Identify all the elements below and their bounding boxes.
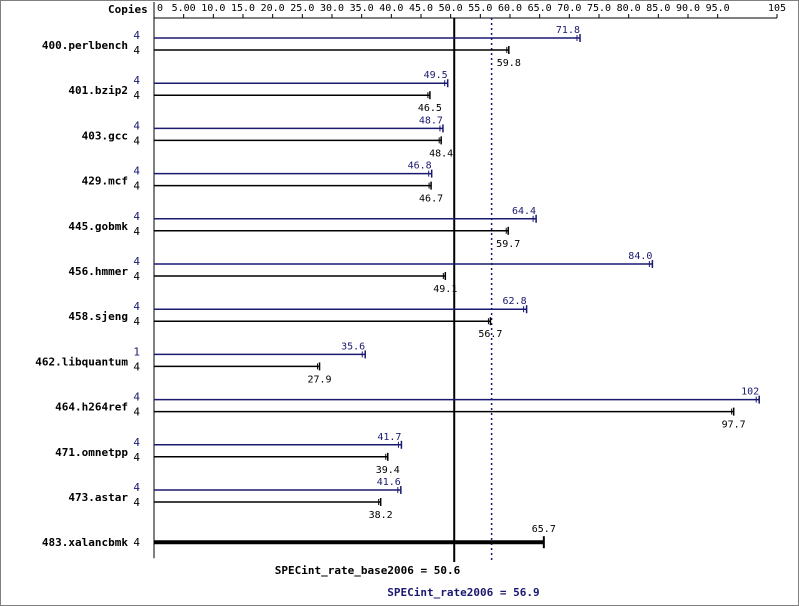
base-value-label: 46.7 xyxy=(419,194,443,205)
peak-copies: 4 xyxy=(133,300,140,313)
base-value-label: 59.7 xyxy=(496,239,520,250)
base-copies: 4 xyxy=(133,406,140,419)
benchmark-row: 401.bzip2 4 49.5 4 46.5 xyxy=(68,70,449,114)
x-tick-label: 45.0 xyxy=(409,3,433,14)
x-tick-label: 30.0 xyxy=(320,3,344,14)
base-value-label: 48.4 xyxy=(429,148,453,159)
benchmark-name: 445.gobmk xyxy=(68,220,128,233)
base-value-label: 97.7 xyxy=(722,420,746,431)
base-value-label: 65.7 xyxy=(532,524,556,535)
benchmark-name: 400.perlbench xyxy=(42,39,128,52)
benchmark-name: 456.hmmer xyxy=(68,265,128,278)
x-tick-label: 40.0 xyxy=(379,3,403,14)
peak-value-label: 64.4 xyxy=(512,206,536,217)
base-copies: 4 xyxy=(133,496,140,509)
benchmark-row: 473.astar 4 41.6 4 38.2 xyxy=(68,477,402,521)
x-tick-label: 35.0 xyxy=(350,3,374,14)
peak-value-label: 84.0 xyxy=(628,251,652,262)
benchmark-name: 464.h264ref xyxy=(55,401,128,414)
base-copies: 4 xyxy=(133,44,140,57)
copies-header: Copies xyxy=(108,3,148,16)
benchmark-row: 456.hmmer 4 84.0 4 49.1 xyxy=(68,251,654,295)
benchmark-row: 445.gobmk 4 64.4 4 59.7 xyxy=(68,206,537,250)
x-tick-label: 25.0 xyxy=(290,3,314,14)
benchmark-row: 464.h264ref 4 102 4 97.7 xyxy=(55,387,760,431)
x-tick-label: 60.0 xyxy=(498,3,522,14)
base-copies: 4 xyxy=(133,536,140,549)
benchmark-name: 403.gcc xyxy=(82,129,128,142)
x-tick-label: 80.0 xyxy=(617,3,641,14)
base-value-label: 59.8 xyxy=(497,58,521,69)
peak-value-label: 41.7 xyxy=(377,432,401,443)
x-tick-label: 105 xyxy=(768,3,786,14)
base-copies: 4 xyxy=(133,225,140,238)
x-tick-label: 10.0 xyxy=(201,3,225,14)
benchmark-row: 429.mcf 4 46.8 4 46.7 xyxy=(82,161,443,205)
x-tick-label: 55.0 xyxy=(468,3,492,14)
benchmark-row: 462.libquantum 1 35.6 4 27.9 xyxy=(35,341,366,385)
x-tick-label: 15.0 xyxy=(231,3,255,14)
base-copies: 4 xyxy=(133,89,140,102)
base-copies: 4 xyxy=(133,180,140,193)
benchmark-row: 483.xalancbmk 4 65.7 xyxy=(42,524,556,559)
peak-value-label: 71.8 xyxy=(556,25,580,36)
x-tick-label: 50.0 xyxy=(439,3,463,14)
base-value-label: 56.7 xyxy=(478,329,502,340)
base-value-label: 27.9 xyxy=(307,374,331,385)
base-copies: 4 xyxy=(133,134,140,147)
benchmark-name: 471.omnetpp xyxy=(55,446,128,459)
peak-value-label: 62.8 xyxy=(503,296,527,307)
base-copies: 4 xyxy=(133,451,140,464)
benchmark-name: 462.libquantum xyxy=(35,355,128,368)
x-tick-label: 90.0 xyxy=(676,3,700,14)
peak-copies: 4 xyxy=(133,29,140,42)
base-value-label: 38.2 xyxy=(369,510,393,521)
benchmark-row: 400.perlbench 4 71.8 4 59.8 xyxy=(42,25,581,69)
base-value-label: 39.4 xyxy=(376,465,400,476)
x-tick-label: 95.0 xyxy=(706,3,730,14)
base-copies: 4 xyxy=(133,270,140,283)
benchmark-row: 403.gcc 4 48.7 4 48.4 xyxy=(82,115,454,159)
x-tick-label: 75.0 xyxy=(587,3,611,14)
benchmark-row: 471.omnetpp 4 41.7 4 39.4 xyxy=(55,432,403,476)
peak-value-label: 48.7 xyxy=(419,115,443,126)
peak-copies: 4 xyxy=(133,74,140,87)
base-value-label: 49.1 xyxy=(433,284,457,295)
benchmark-row: 458.sjeng 4 62.8 4 56.7 xyxy=(68,296,528,340)
base-copies: 4 xyxy=(133,360,140,373)
peak-value-label: 102 xyxy=(741,387,759,398)
peak-copies: 4 xyxy=(133,436,140,449)
peak-copies: 1 xyxy=(133,345,140,358)
x-tick-label: 70.0 xyxy=(557,3,581,14)
peak-copies: 4 xyxy=(133,391,140,404)
x-tick-label: 65.0 xyxy=(528,3,552,14)
reference-line-label: SPECint_rate_base2006 = 50.6 xyxy=(275,564,461,577)
x-tick-label: 5.00 xyxy=(172,3,196,14)
benchmark-name: 473.astar xyxy=(68,491,128,504)
peak-value-label: 41.6 xyxy=(377,477,401,488)
reference-line-label: SPECint_rate2006 = 56.9 xyxy=(387,586,539,599)
x-tick-label: 85.0 xyxy=(646,3,670,14)
peak-value-label: 35.6 xyxy=(341,341,365,352)
peak-copies: 4 xyxy=(133,481,140,494)
reference-lines: SPECint_rate_base2006 = 50.6 SPECint_rate… xyxy=(275,18,540,599)
peak-copies: 4 xyxy=(133,119,140,132)
peak-copies: 4 xyxy=(133,210,140,223)
benchmark-name: 458.sjeng xyxy=(68,310,128,323)
peak-value-label: 49.5 xyxy=(424,70,448,81)
benchmark-name: 429.mcf xyxy=(82,175,128,188)
peak-value-label: 46.8 xyxy=(408,161,432,172)
base-copies: 4 xyxy=(133,315,140,328)
x-tick-label: 20.0 xyxy=(261,3,285,14)
base-value-label: 46.5 xyxy=(418,103,442,114)
peak-copies: 4 xyxy=(133,255,140,268)
benchmark-name: 401.bzip2 xyxy=(68,84,128,97)
peak-copies: 4 xyxy=(133,165,140,178)
x-tick-label: 0 xyxy=(157,3,163,14)
benchmark-name: 483.xalancbmk xyxy=(42,536,128,549)
